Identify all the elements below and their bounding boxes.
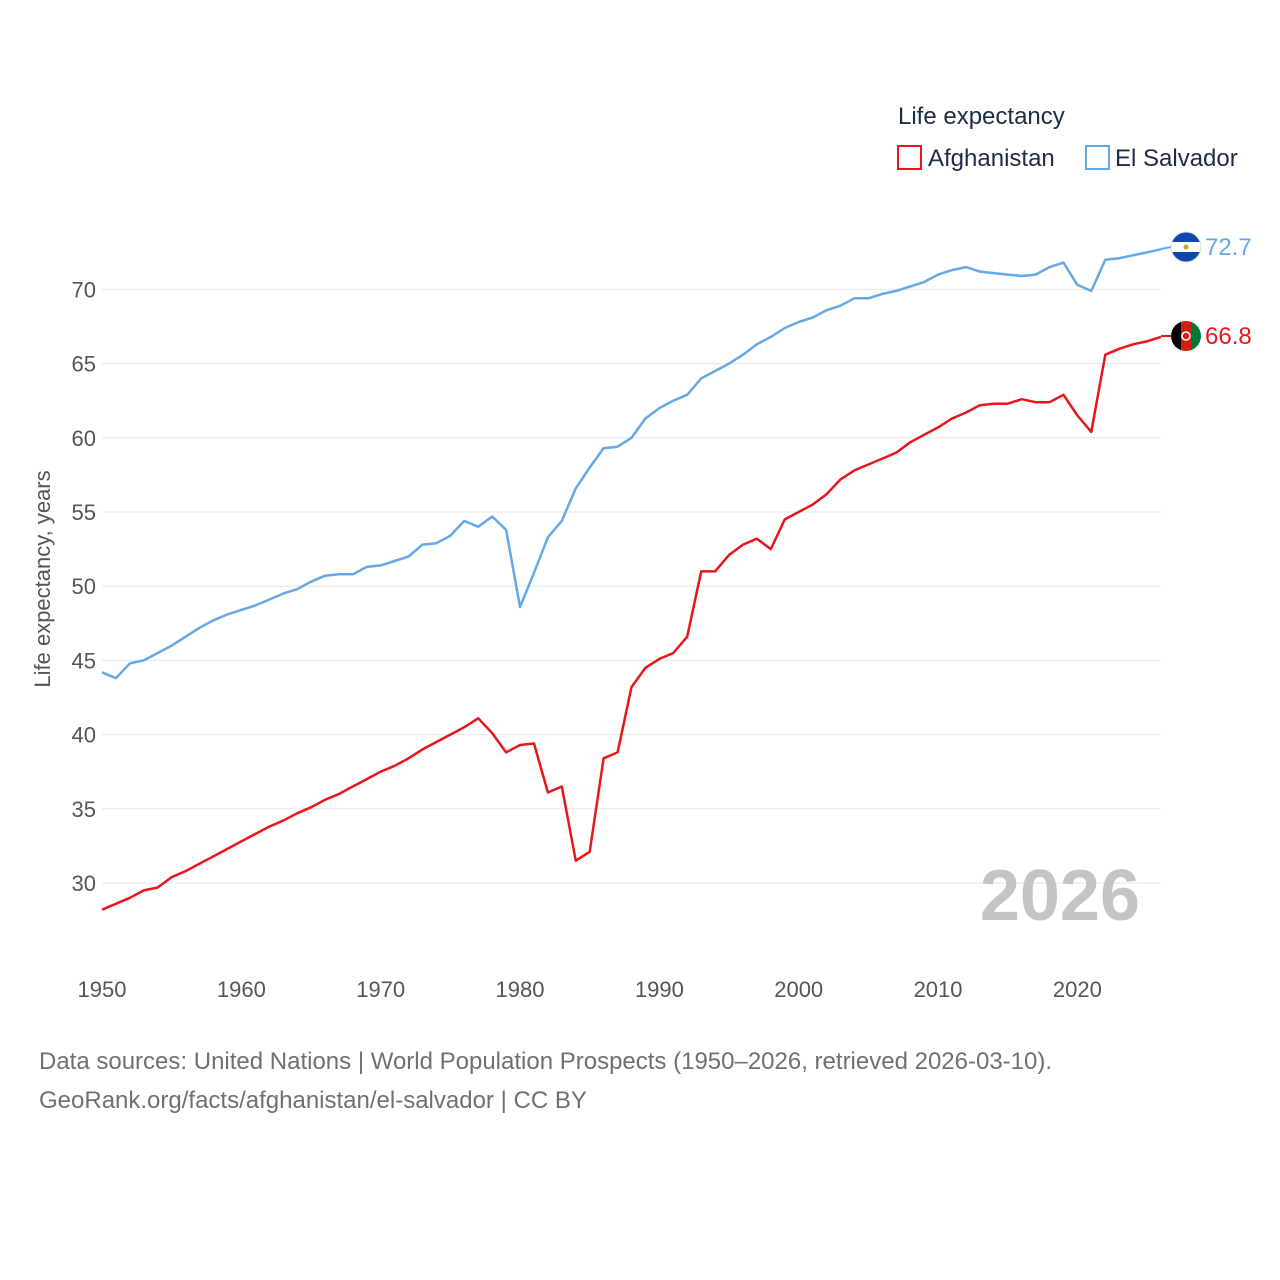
y-tick-label: 35	[72, 797, 96, 822]
series-line-afghanistan	[101, 335, 1162, 911]
x-tick-label: 2010	[914, 977, 963, 1002]
legend-title: Life expectancy	[898, 103, 1065, 130]
x-tick-label: 2000	[774, 977, 823, 1002]
legend-label-el-salvador: El Salvador	[1115, 145, 1238, 172]
year-watermark: 2026	[980, 856, 1140, 936]
y-tick-label: 30	[72, 871, 96, 896]
source-line-attribution[interactable]: GeoRank.org/facts/afghanistan/el-salvado…	[39, 1087, 587, 1114]
y-tick-label: 60	[72, 426, 96, 451]
legend-item-afghanistan[interactable]: Afghanistan	[897, 145, 1055, 172]
y-tick-label: 55	[72, 500, 96, 525]
x-tick-label: 2020	[1053, 977, 1102, 1002]
x-tick-label: 1970	[356, 977, 405, 1002]
x-tick-label: 1980	[496, 977, 545, 1002]
x-tick-label: 1990	[635, 977, 684, 1002]
y-axis-ticks: 30 35 40 45 50 55 60 65 70	[72, 277, 96, 896]
x-tick-label: 1960	[217, 977, 266, 1002]
end-label-afghanistan: 66.8	[1205, 323, 1252, 350]
y-tick-label: 40	[72, 723, 96, 748]
source-line-data: Data sources: United Nations | World Pop…	[39, 1048, 1052, 1075]
legend: Life expectancy Afghanistan El Salvador	[897, 103, 1238, 172]
gridlines	[102, 288, 1161, 884]
y-tick-label: 65	[72, 352, 96, 377]
series-line-el-salvador	[101, 248, 1162, 680]
x-axis-ticks: 1950 1960 1970 1980 1990 2000 2010 2020	[78, 977, 1102, 1002]
legend-swatch-el-salvador	[1085, 145, 1110, 170]
y-axis-title: Life expectancy, years	[30, 470, 55, 687]
y-tick-label: 70	[72, 277, 96, 302]
y-tick-label: 45	[72, 648, 96, 673]
legend-swatch-afghanistan	[897, 145, 922, 170]
y-tick-label: 50	[72, 574, 96, 599]
end-label-el-salvador: 72.7	[1205, 234, 1252, 261]
afghanistan-flag-icon	[1171, 321, 1201, 351]
x-tick-label: 1950	[78, 977, 127, 1002]
legend-item-el-salvador[interactable]: El Salvador	[1085, 145, 1238, 172]
end-connector-el-salvador	[1160, 246, 1172, 250]
legend-label-afghanistan: Afghanistan	[928, 145, 1055, 172]
el-salvador-flag-icon	[1171, 232, 1201, 262]
